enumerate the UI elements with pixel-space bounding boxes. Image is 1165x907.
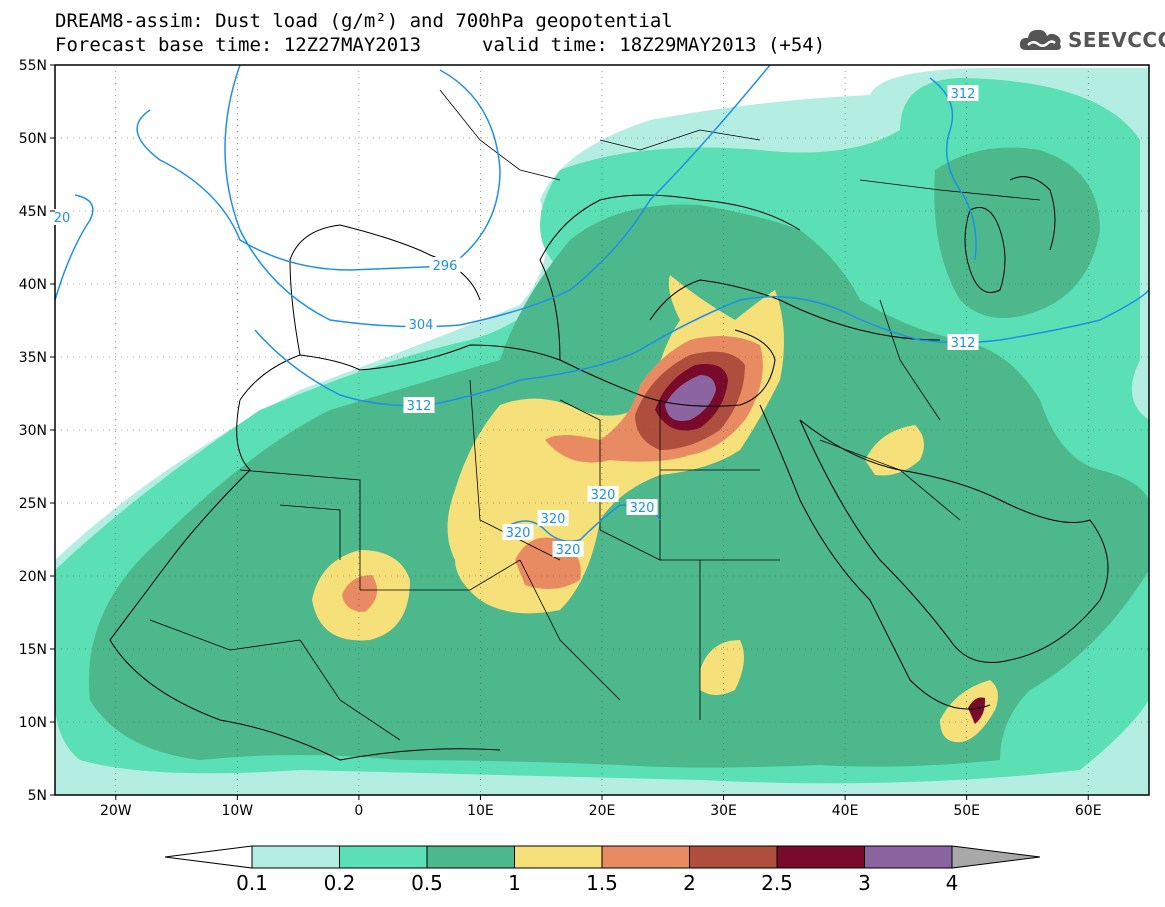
colorbar-high-arrow: [951, 845, 1041, 869]
colorbar-label: 2: [683, 871, 696, 895]
lon-tick-label: 30E: [710, 803, 737, 819]
contour-label: 320: [587, 486, 619, 503]
colorbar-swatch: [689, 845, 778, 869]
contour-label: 312: [947, 85, 979, 102]
contour-label: 320: [626, 499, 658, 516]
contour-label-box: [947, 85, 979, 101]
contour-label-text: 320: [541, 512, 566, 527]
colorbar-label: 2.5: [761, 871, 793, 895]
contour-label-text: 320: [506, 526, 531, 541]
valid-time: valid time: 18Z29MAY2013 (+54): [482, 34, 826, 56]
contour-label-box: [552, 541, 584, 557]
contour-label: 320: [552, 541, 584, 558]
lon-tick-label: 60E: [1075, 803, 1102, 819]
lat-tick-label: 50N: [19, 131, 47, 147]
colorbar-swatch: [339, 845, 428, 869]
dust-band-1.5-west: [342, 575, 378, 612]
contour-label-box: [587, 486, 619, 502]
contour-label: 312: [403, 397, 435, 414]
map-title: DREAM8-assim: Dust load (g/m²) and 700hP…: [55, 10, 673, 32]
contour-label-box: [51, 209, 73, 225]
lat-tick-label: 10N: [19, 715, 47, 731]
contour-label-box: [405, 316, 437, 332]
colorbar-label: 0.2: [324, 871, 356, 895]
contour-label: 320: [537, 510, 569, 527]
colorbar-label: 0.5: [411, 871, 443, 895]
colorbar-label: 1.5: [586, 871, 618, 895]
colorbar-swatch: [776, 845, 865, 869]
contour-label-text: 312: [951, 336, 976, 351]
contour-label: 320: [502, 524, 534, 541]
contour-label-text: 20: [54, 211, 71, 226]
colorbar-swatch: [864, 845, 953, 869]
lon-tick-label: 0: [354, 803, 363, 819]
contour-label-box: [537, 510, 569, 526]
contour-label-text: 320: [591, 488, 616, 503]
colorbar-label: 4: [946, 871, 959, 895]
lon-tick-label: 20W: [100, 803, 132, 819]
contour-label-text: 296: [433, 259, 458, 274]
colorbar-label: 3: [858, 871, 871, 895]
latitude-axis: 55N 50N 45N 40N 35N 30N 25N 20N 15N 10N 5N: [19, 58, 55, 804]
dust-band-0.5-caspian: [934, 147, 1100, 318]
lat-tick-label: 35N: [19, 350, 47, 366]
lon-tick-label: 40E: [832, 803, 859, 819]
dust-band-3: [665, 375, 716, 421]
borders: [149, 89, 1041, 741]
colorbar-swatch: [601, 845, 690, 869]
contour-label-text: 320: [556, 543, 581, 558]
colorbar: 0.1 0.2 0.5 1 1.5 2 2.5 3 4: [164, 845, 1041, 895]
lat-tick-label: 45N: [19, 204, 47, 220]
dust-band-1-south: [700, 640, 744, 695]
lat-tick-label: 40N: [19, 277, 47, 293]
seevccc-logo: SEEVCCC: [1018, 26, 1165, 54]
contour-label-text: 304: [409, 318, 434, 333]
lon-tick-label: 50E: [953, 803, 980, 819]
contour-label: 20: [51, 209, 73, 226]
lat-tick-label: 15N: [19, 642, 47, 658]
lon-tick-label: 20E: [589, 803, 616, 819]
longitude-axis: 20W 10W 0 10E 20E 30E 40E 50E 60E: [100, 795, 1102, 819]
forecast-base-time: Forecast base time: 12Z27MAY2013: [55, 34, 422, 56]
contour-labels: 20 296 304 312 312 312 320 320 320 320 320: [51, 85, 979, 558]
contour-label-box: [403, 397, 435, 413]
lon-tick-label: 10E: [467, 803, 494, 819]
colorbar-label: 0.1: [236, 871, 268, 895]
lat-tick-label: 55N: [19, 58, 47, 74]
colorbar-swatch: [426, 845, 515, 869]
contour-label-box: [947, 334, 979, 350]
graticule: [55, 65, 1149, 795]
contour-label-box: [502, 524, 534, 540]
colorbar-label: 1: [508, 871, 521, 895]
contour-label: 296: [429, 257, 461, 274]
contour-label-text: 312: [951, 87, 976, 102]
contour-label-box: [626, 499, 658, 515]
contour-label: 312: [947, 334, 979, 351]
contour-label-text: 320: [630, 501, 655, 516]
dust-band-1-somalia: [940, 680, 999, 743]
lon-tick-label: 10W: [221, 803, 253, 819]
logo-text: SEEVCCC: [1068, 28, 1165, 52]
contour-label-text: 312: [407, 399, 432, 414]
dust-band-2.5-somalia: [968, 697, 986, 724]
coastlines: [109, 176, 1109, 761]
contour-label: 304: [405, 316, 437, 333]
lat-tick-label: 25N: [19, 496, 47, 512]
colorbar-swatch: [251, 845, 340, 869]
colorbar-swatch: [514, 845, 603, 869]
lat-tick-label: 30N: [19, 423, 47, 439]
cloud-icon: [1019, 29, 1061, 50]
lat-tick-label: 5N: [28, 788, 47, 804]
contour-label-box: [429, 257, 461, 273]
colorbar-low-arrow: [164, 845, 253, 869]
lat-tick-label: 20N: [19, 569, 47, 585]
